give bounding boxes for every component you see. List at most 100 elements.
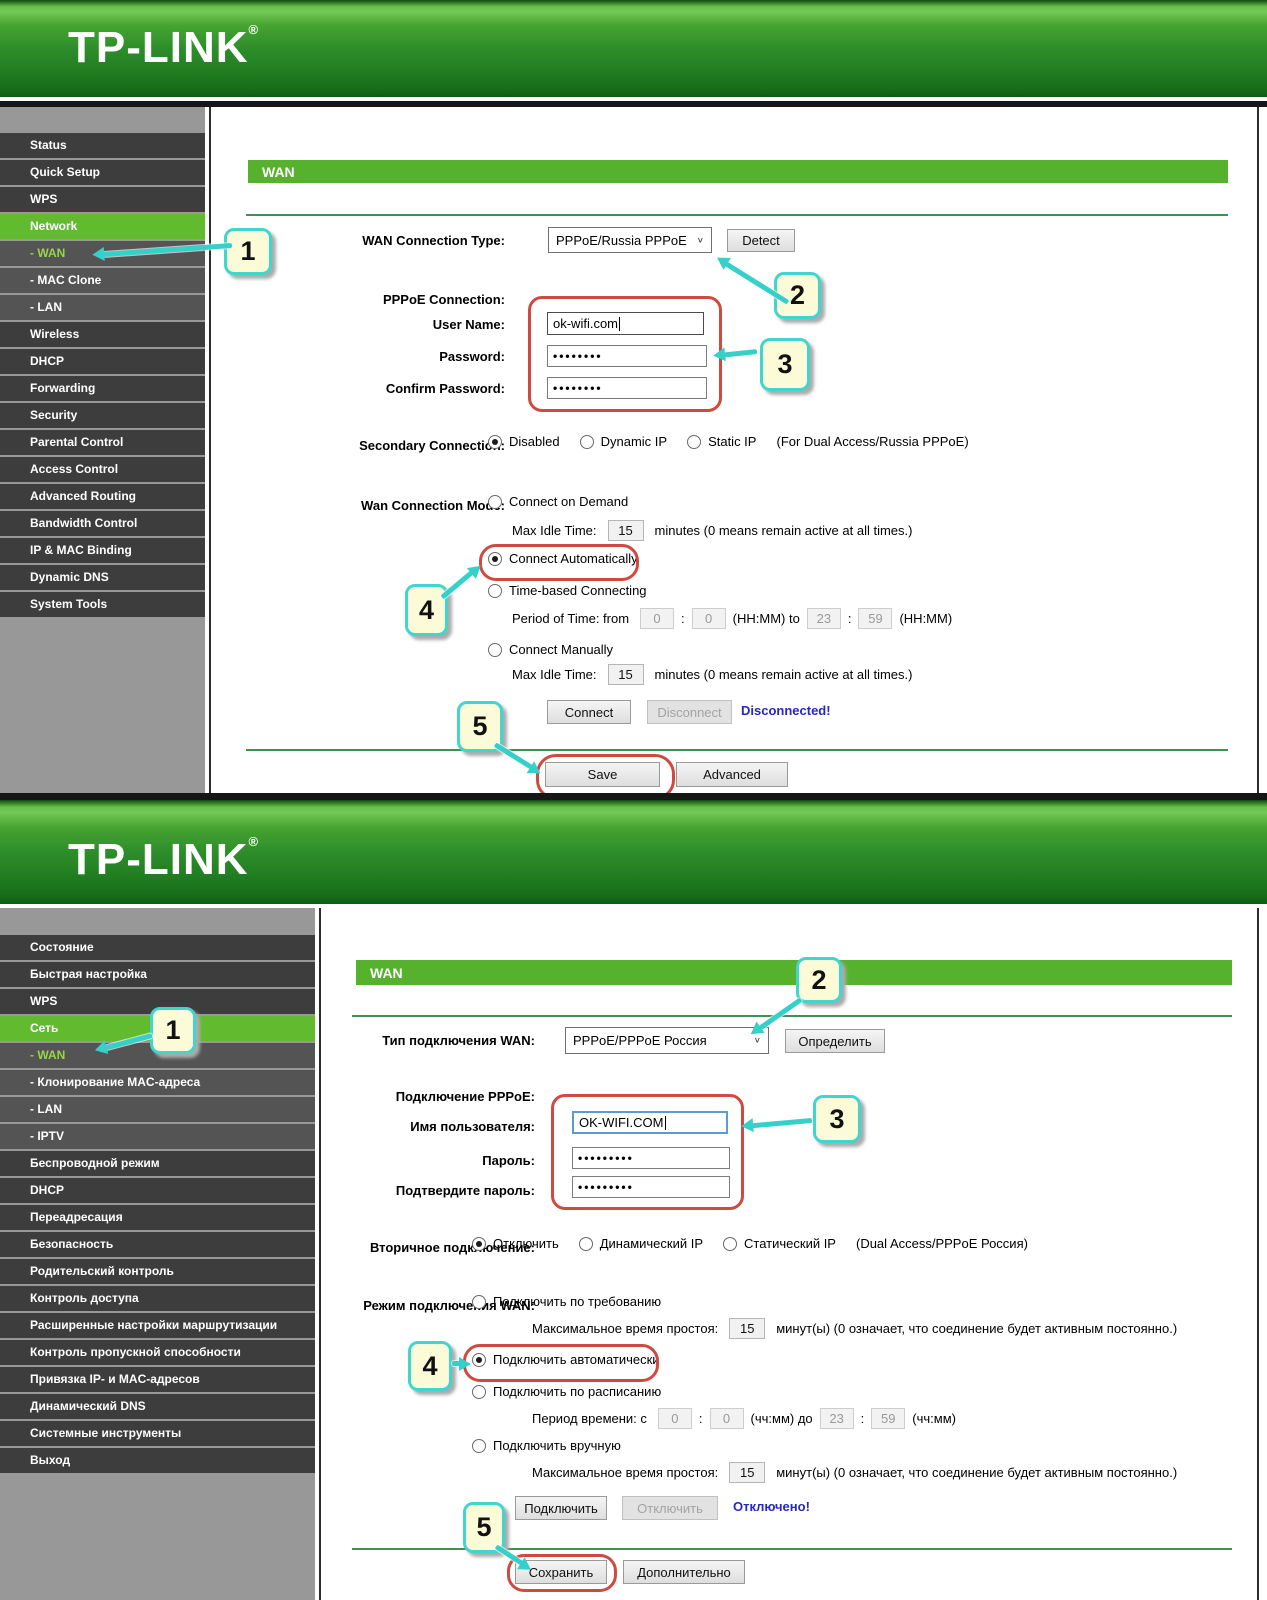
mode-time-row: Time-based Connecting (488, 583, 647, 598)
radio-dynamic-ip[interactable] (579, 434, 594, 449)
sidebar-item[interactable]: Access Control (0, 457, 205, 482)
radio-disabled[interactable] (488, 434, 502, 449)
callout-3-ru: 3 (813, 1095, 861, 1143)
sidebar-item[interactable]: Быстрая настройка (0, 962, 315, 987)
secondary-note-ru: (Dual Access/PPPoE Россия) (855, 1236, 1028, 1251)
radio-dynamic-label-ru: Динамический IP (599, 1236, 704, 1251)
save-button[interactable]: Save (545, 762, 660, 787)
period-from-hour-input[interactable]: 0 (640, 608, 675, 629)
max-idle-input-2[interactable]: 15 (607, 664, 644, 685)
conn-type-select-ru[interactable]: PPPoE/PPPoE Россия ∨ (565, 1027, 769, 1054)
sidebar-item[interactable]: Forwarding (0, 376, 205, 401)
sidebar-item[interactable]: Network (0, 214, 205, 239)
radio-time-based-ru[interactable] (472, 1384, 486, 1399)
sidebar-item[interactable]: Quick Setup (0, 160, 205, 185)
mode-demand-label: Connect on Demand (509, 494, 629, 509)
sidebar-item[interactable]: Parental Control (0, 430, 205, 455)
advanced-button[interactable]: Advanced (676, 762, 788, 787)
mode-time-label: Time-based Connecting (509, 583, 647, 598)
sidebar-item[interactable]: Security (0, 403, 205, 428)
max-idle-input[interactable]: 15 (607, 520, 644, 541)
disconnect-button-ru[interactable]: Отключить (622, 1496, 718, 1520)
callout-3: 3 (760, 338, 810, 391)
radio-connect-on-demand-ru[interactable] (472, 1294, 486, 1309)
sidebar-item[interactable]: - MAC Clone (0, 268, 205, 293)
radio-static-ip-ru[interactable] (723, 1236, 738, 1251)
sidebar-item[interactable]: Состояние (0, 935, 315, 960)
sidebar-item[interactable]: Выход (0, 1448, 315, 1473)
header-ru: TP-LINK® (0, 800, 1267, 904)
sidebar-item[interactable]: DHCP (0, 349, 205, 374)
max-idle-row-1-ru: Максимальное время простоя: 15 минут(ы) … (532, 1318, 1177, 1339)
radio-connect-automatically[interactable] (488, 551, 502, 566)
period-to-hour-input-ru[interactable]: 23 (819, 1408, 854, 1429)
sidebar-item[interactable]: Контроль доступа (0, 1286, 315, 1311)
sidebar-item[interactable]: Переадресация (0, 1205, 315, 1230)
period-end-note-ru: (чч:мм) (912, 1411, 956, 1426)
sidebar-item[interactable]: Беспроводной режим (0, 1151, 315, 1176)
username-input[interactable]: ok-wifi.com (547, 312, 704, 335)
period-to-min-input[interactable]: 59 (858, 608, 893, 629)
username-input-ru[interactable]: OK-WIFI.COM (572, 1111, 728, 1134)
mode-auto-row: Connect Automatically (488, 551, 638, 566)
mode-auto-label-ru: Подключить автоматически (493, 1352, 660, 1367)
radio-time-based[interactable] (488, 583, 502, 598)
detect-button-ru[interactable]: Определить (785, 1029, 885, 1053)
connection-status: Disconnected! (741, 703, 831, 718)
radio-connect-manually-ru[interactable] (472, 1438, 486, 1453)
sidebar-item[interactable]: Bandwidth Control (0, 511, 205, 536)
conn-type-value-ru: PPPoE/PPPoE Россия (573, 1033, 707, 1048)
max-idle-input-2-ru[interactable]: 15 (729, 1462, 766, 1483)
period-to-min-input-ru[interactable]: 59 (871, 1408, 906, 1429)
username-label-ru: Имя пользователя: (410, 1119, 535, 1134)
period-from-hour-input-ru[interactable]: 0 (657, 1408, 692, 1429)
confirm-password-input[interactable]: •••••••• (547, 377, 707, 399)
sidebar-item[interactable]: Привязка IP- и MAC-адресов (0, 1367, 315, 1392)
password-input[interactable]: •••••••• (547, 345, 707, 367)
sidebar-item[interactable]: IP & MAC Binding (0, 538, 205, 563)
radio-static-ip[interactable] (687, 434, 702, 449)
sidebar-item[interactable]: - LAN (0, 295, 205, 320)
separator-ru-top (352, 1015, 1232, 1017)
radio-connect-on-demand[interactable] (488, 494, 502, 509)
callout-2-ru: 2 (796, 957, 842, 1003)
sidebar-item[interactable]: Wireless (0, 322, 205, 347)
header-en: TP-LINK® (0, 0, 1267, 97)
max-idle-input-ru[interactable]: 15 (729, 1318, 766, 1339)
sidebar-item[interactable]: System Tools (0, 592, 205, 617)
max-idle-note: minutes (0 means remain active at all ti… (654, 523, 913, 538)
sidebar-item[interactable]: - IPTV (0, 1124, 315, 1149)
sidebar-item[interactable]: Расширенные настройки маршрутизации (0, 1313, 315, 1338)
sidebar-item[interactable]: Dynamic DNS (0, 565, 205, 590)
period-from-min-input[interactable]: 0 (691, 608, 726, 629)
sidebar-item[interactable]: Безопасность (0, 1232, 315, 1257)
radio-disabled-ru[interactable] (472, 1236, 486, 1251)
confirm-password-input-ru[interactable]: ••••••••• (572, 1176, 730, 1198)
sidebar-item[interactable]: Родительский контроль (0, 1259, 315, 1284)
sidebar-item[interactable]: - LAN (0, 1097, 315, 1122)
sidebar-item[interactable]: DHCP (0, 1178, 315, 1203)
radio-connect-automatically-ru[interactable] (472, 1352, 486, 1367)
chevron-down-icon: ∨ (753, 1036, 761, 1045)
period-to-hour-input[interactable]: 23 (806, 608, 841, 629)
radio-dynamic-ip-ru[interactable] (578, 1236, 593, 1251)
sidebar-item[interactable]: - Клонирование MAC-адреса (0, 1070, 315, 1095)
conn-type-select[interactable]: PPPoE/Russia PPPoE ∨ (548, 227, 712, 253)
connect-button[interactable]: Connect (547, 700, 631, 724)
content-border-en (1257, 107, 1259, 793)
password-input-ru[interactable]: ••••••••• (572, 1147, 730, 1169)
connect-button-ru[interactable]: Подключить (515, 1496, 607, 1520)
sidebar-border-en (209, 107, 211, 793)
period-from-min-input-ru[interactable]: 0 (709, 1408, 744, 1429)
disconnect-button[interactable]: Disconnect (647, 700, 732, 724)
sidebar-item[interactable]: Системные инструменты (0, 1421, 315, 1446)
detect-button[interactable]: Detect (727, 229, 795, 252)
advanced-button-ru[interactable]: Дополнительно (623, 1560, 745, 1584)
sidebar-item[interactable]: Контроль пропускной способности (0, 1340, 315, 1365)
radio-connect-manually[interactable] (488, 642, 502, 657)
sidebar-item[interactable]: Advanced Routing (0, 484, 205, 509)
sidebar-item[interactable]: Динамический DNS (0, 1394, 315, 1419)
mode-demand-label-ru: Подключить по требованию (493, 1294, 662, 1309)
sidebar-item[interactable]: WPS (0, 187, 205, 212)
sidebar-item[interactable]: Status (0, 133, 205, 158)
